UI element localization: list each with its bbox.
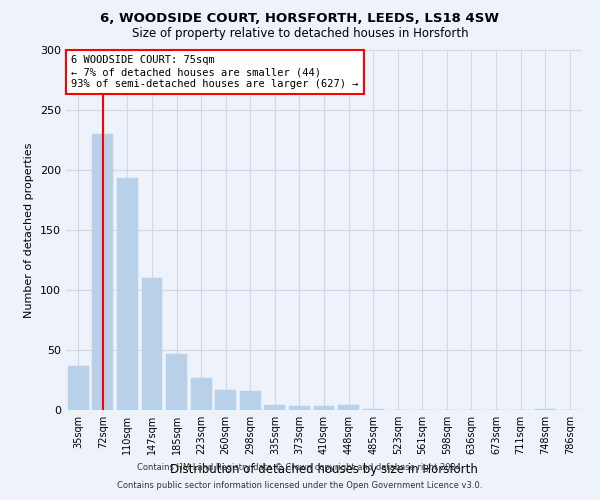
- Bar: [166, 354, 187, 410]
- Bar: [362, 409, 383, 410]
- Text: Contains public sector information licensed under the Open Government Licence v3: Contains public sector information licen…: [118, 481, 482, 490]
- Bar: [68, 366, 89, 410]
- Bar: [289, 406, 310, 410]
- Bar: [142, 278, 163, 410]
- Bar: [265, 405, 286, 410]
- Text: 6 WOODSIDE COURT: 75sqm
← 7% of detached houses are smaller (44)
93% of semi-det: 6 WOODSIDE COURT: 75sqm ← 7% of detached…: [71, 56, 359, 88]
- Bar: [191, 378, 212, 410]
- Text: Contains HM Land Registry data © Crown copyright and database right 2024.: Contains HM Land Registry data © Crown c…: [137, 464, 463, 472]
- Bar: [314, 406, 334, 410]
- Bar: [240, 391, 261, 410]
- Text: Size of property relative to detached houses in Horsforth: Size of property relative to detached ho…: [131, 28, 469, 40]
- Bar: [117, 178, 138, 410]
- Y-axis label: Number of detached properties: Number of detached properties: [25, 142, 34, 318]
- X-axis label: Distribution of detached houses by size in Horsforth: Distribution of detached houses by size …: [170, 462, 478, 475]
- Bar: [338, 405, 359, 410]
- Bar: [535, 409, 556, 410]
- Bar: [215, 390, 236, 410]
- Bar: [92, 134, 113, 410]
- Text: 6, WOODSIDE COURT, HORSFORTH, LEEDS, LS18 4SW: 6, WOODSIDE COURT, HORSFORTH, LEEDS, LS1…: [101, 12, 499, 26]
